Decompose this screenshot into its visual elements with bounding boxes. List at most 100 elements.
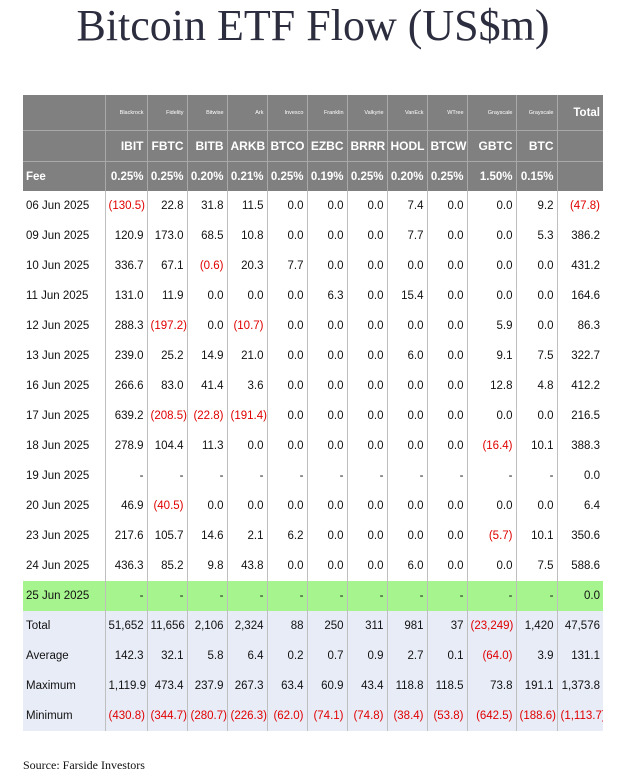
flow-cell: 0.0: [186, 281, 227, 311]
flow-cell: 0.0: [386, 401, 427, 431]
flow-cell: 9.2: [515, 191, 557, 221]
etf-flow-table: Blackrock Fidelity Bitwise Ark Invesco Frankl…: [23, 95, 603, 731]
flow-cell: 0.0: [266, 431, 307, 461]
flow-cell: 67.1: [146, 251, 187, 281]
stat-cell: 0.1: [426, 641, 467, 671]
flow-cell: (197.2): [146, 311, 187, 341]
flow-cell: 6.2: [266, 521, 307, 551]
flow-cell: 12.8: [466, 371, 516, 401]
flow-cell: 7.7: [266, 251, 307, 281]
stat-cell: 5.8: [186, 641, 227, 671]
table-row: 13 Jun 2025 239.0 25.2 14.9 21.0 0.0 0.0 0.0 6.0…: [23, 341, 603, 371]
flow-cell: 10.1: [515, 431, 557, 461]
flow-cell: -: [146, 461, 187, 491]
date-cell: 10 Jun 2025: [23, 251, 105, 281]
stat-cell: 88: [266, 611, 307, 641]
flow-cell: 0.0: [346, 551, 387, 581]
stat-cell: 142.3: [104, 641, 147, 671]
flow-cell: 0.0: [515, 311, 557, 341]
fee-cell: 0.25%: [266, 161, 307, 191]
stat-cell: 2,324: [226, 611, 267, 641]
ticker-cell: IBIT: [104, 130, 147, 162]
fee-cell: 0.20%: [186, 161, 227, 191]
issuer-cell: Bitwise: [186, 95, 227, 131]
issuer-cell: Ark: [226, 95, 267, 131]
table-row: 23 Jun 2025 217.6 105.7 14.6 2.1 6.2 0.0 0.0 0.0…: [23, 521, 603, 551]
flow-cell: -: [104, 461, 147, 491]
issuer-cell: Grayscale: [515, 95, 557, 131]
stat-cell: 1,420: [515, 611, 557, 641]
stat-cell: 473.4: [146, 671, 187, 701]
table-body: 06 Jun 2025 (130.5) 22.8 31.8 11.5 0.0 0.0 0.0 7…: [23, 191, 603, 731]
flow-cell: -: [306, 461, 347, 491]
issuer-cell: Invesco: [266, 95, 307, 131]
table-row: 19 Jun 2025- - - - - - - - - - -0.0: [23, 461, 603, 491]
flow-cell: 266.6: [104, 371, 147, 401]
flow-cell: 0.0: [346, 311, 387, 341]
stat-cell: (1,113.7): [556, 701, 603, 731]
flow-cell: 0.0: [466, 251, 516, 281]
table-row: 18 Jun 2025 278.9 104.4 11.3 0.0 0.0 0.0 0.0 0.0…: [23, 431, 603, 461]
flow-cell: 0.0: [346, 401, 387, 431]
flow-cell: 0.0: [346, 491, 387, 521]
stats-row: Total 51,652 11,656 2,106 2,324 88 250 311 981 37…: [23, 611, 603, 641]
flow-cell: 0.0: [306, 341, 347, 371]
stat-cell: 51,652: [104, 611, 147, 641]
row-total-cell: 6.4: [556, 491, 603, 521]
fee-cell: 0.25%: [146, 161, 187, 191]
flow-cell: 0.0: [266, 551, 307, 581]
flow-cell: -: [266, 461, 307, 491]
fee-cell: 0.21%: [226, 161, 267, 191]
flow-cell: 5.9: [466, 311, 516, 341]
stat-label: Minimum: [23, 701, 105, 731]
ticker-cell: HODL: [386, 130, 427, 162]
flow-cell: 0.0: [426, 551, 467, 581]
flow-cell: 0.0: [426, 491, 467, 521]
table-row: 25 Jun 2025- - - - - - - - - - -0.0: [23, 581, 603, 611]
table-row: 16 Jun 2025 266.6 83.0 41.4 3.6 0.0 0.0 0.0 0.0 0…: [23, 371, 603, 401]
row-total-cell: 322.7: [556, 341, 603, 371]
flow-cell: 0.0: [515, 401, 557, 431]
row-total-cell: 431.2: [556, 251, 603, 281]
stat-cell: 73.8: [466, 671, 516, 701]
flow-cell: 7.5: [515, 341, 557, 371]
table-row: 11 Jun 2025 131.0 11.9 0.0 0.0 0.0 6.3 0.0 15.4 0…: [23, 281, 603, 311]
flow-cell: -: [346, 461, 387, 491]
stat-cell: 47,576: [556, 611, 603, 641]
flow-cell: -: [386, 581, 427, 611]
flow-cell: 0.0: [426, 311, 467, 341]
flow-cell: -: [515, 581, 557, 611]
flow-cell: 0.0: [346, 221, 387, 251]
stat-label: Total: [23, 611, 105, 641]
flow-cell: 0.0: [386, 311, 427, 341]
flow-cell: 288.3: [104, 311, 147, 341]
flow-cell: 0.0: [346, 521, 387, 551]
row-total-cell: 0.0: [556, 581, 603, 611]
stats-row: Average 142.3 32.1 5.8 6.4 0.2 0.7 0.9 2.7 0.1 (64…: [23, 641, 603, 671]
stat-cell: (188.6): [515, 701, 557, 731]
flow-cell: -: [226, 581, 267, 611]
ticker-cell: BRRR: [346, 130, 387, 162]
stat-cell: 6.4: [226, 641, 267, 671]
stat-cell: (62.0): [266, 701, 307, 731]
date-cell: 23 Jun 2025: [23, 521, 105, 551]
stat-cell: 63.4: [266, 671, 307, 701]
flow-cell: 0.0: [306, 371, 347, 401]
stats-row: Maximum 1,119.9 473.4 237.9 267.3 63.4 60.9 43.…: [23, 671, 603, 701]
table-row: 10 Jun 2025 336.7 67.1 (0.6) 20.3 7.7 0.0 0.0 0.…: [23, 251, 603, 281]
flow-cell: 10.8: [226, 221, 267, 251]
stat-cell: 37: [426, 611, 467, 641]
stat-cell: (226.3): [226, 701, 267, 731]
flow-cell: 0.0: [226, 281, 267, 311]
flow-cell: 104.4: [146, 431, 187, 461]
flow-cell: 6.0: [386, 341, 427, 371]
flow-cell: (191.4): [226, 401, 267, 431]
table-row: 20 Jun 2025 46.9 (40.5) 0.0 0.0 0.0 0.0 0.0 0.0 0…: [23, 491, 603, 521]
flow-cell: 11.5: [226, 191, 267, 221]
flow-cell: 131.0: [104, 281, 147, 311]
flow-cell: 11.3: [186, 431, 227, 461]
flow-cell: (130.5): [104, 191, 147, 221]
table-row: 06 Jun 2025 (130.5) 22.8 31.8 11.5 0.0 0.0 0.0 7…: [23, 191, 603, 221]
flow-cell: 14.9: [186, 341, 227, 371]
flow-cell: 0.0: [226, 431, 267, 461]
